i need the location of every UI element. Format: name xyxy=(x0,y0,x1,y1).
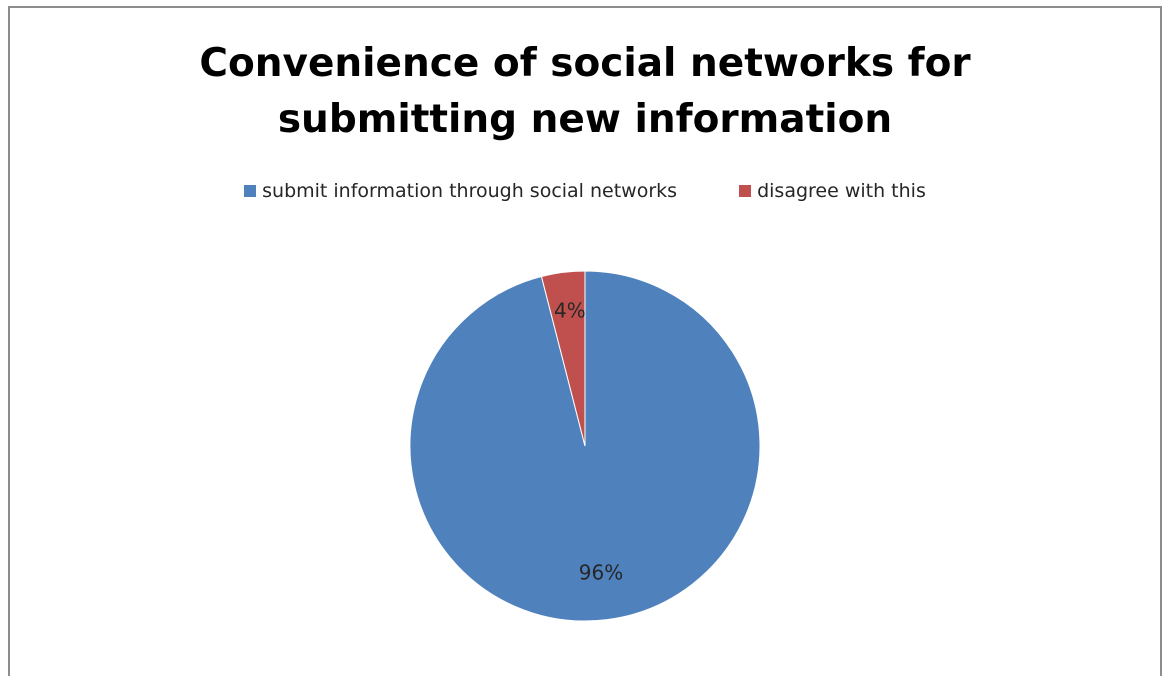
legend-item-submit: submit information through social networ… xyxy=(244,180,677,202)
legend-item-disagree: disagree with this xyxy=(739,180,926,202)
chart-legend: submit information through social networ… xyxy=(0,180,1170,202)
chart-title-line-1: Convenience of social networks for xyxy=(199,41,971,86)
legend-swatch-submit xyxy=(244,185,257,197)
data-label-disagree: 4% xyxy=(554,299,586,323)
data-label-submit: 96% xyxy=(579,561,623,585)
pie-slice-disagree xyxy=(540,270,586,447)
legend-label-disagree: disagree with this xyxy=(757,180,926,202)
legend-label-submit: submit information through social networ… xyxy=(262,180,678,202)
legend-swatch-disagree xyxy=(739,185,752,197)
chart-title-line-2: submitting new information xyxy=(277,97,893,142)
chart-title: Convenience of social networks for submi… xyxy=(0,36,1170,148)
